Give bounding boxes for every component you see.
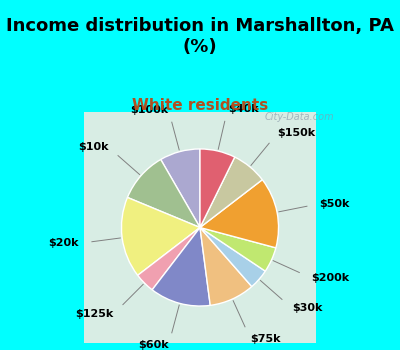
Text: $30k: $30k <box>292 303 322 313</box>
Text: $75k: $75k <box>250 334 281 344</box>
Wedge shape <box>200 228 265 287</box>
Wedge shape <box>200 228 276 271</box>
Text: $125k: $125k <box>76 309 114 319</box>
Text: $100k: $100k <box>130 105 168 115</box>
Text: Income distribution in Marshallton, PA
(%): Income distribution in Marshallton, PA (… <box>6 18 394 56</box>
FancyBboxPatch shape <box>52 98 348 350</box>
Text: $40k: $40k <box>228 104 258 114</box>
Wedge shape <box>200 149 235 228</box>
Text: $60k: $60k <box>138 340 168 350</box>
Wedge shape <box>200 157 262 228</box>
Wedge shape <box>152 228 210 306</box>
Text: $20k: $20k <box>48 238 79 248</box>
Text: $50k: $50k <box>320 199 350 209</box>
Text: City-Data.com: City-Data.com <box>265 112 334 122</box>
Text: White residents: White residents <box>132 98 268 113</box>
Wedge shape <box>122 197 200 275</box>
Text: $10k: $10k <box>78 142 108 152</box>
Wedge shape <box>128 160 200 228</box>
Wedge shape <box>161 149 200 228</box>
Wedge shape <box>200 180 278 248</box>
Wedge shape <box>200 228 252 305</box>
Wedge shape <box>138 228 200 290</box>
Text: $200k: $200k <box>311 273 349 283</box>
Text: $150k: $150k <box>277 128 316 138</box>
